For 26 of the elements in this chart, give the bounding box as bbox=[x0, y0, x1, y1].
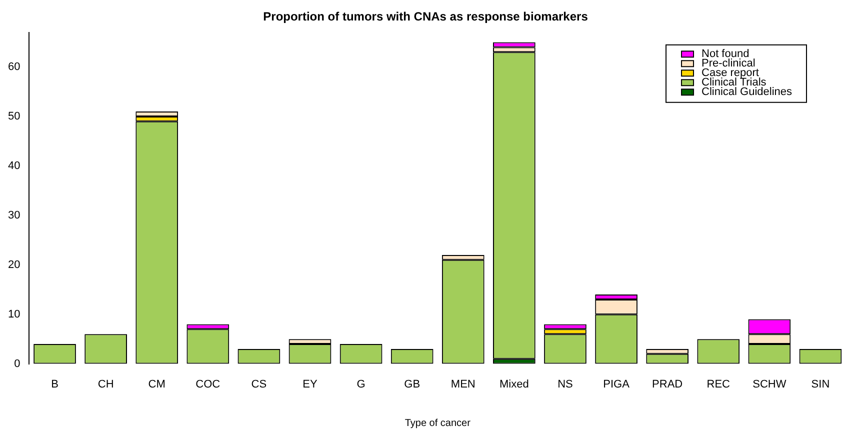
y-tick-label: 0 bbox=[14, 358, 20, 370]
y-tick-label: 60 bbox=[8, 61, 20, 74]
x-tick-label: MEN bbox=[450, 378, 476, 390]
y-tick-label: 30 bbox=[8, 209, 20, 222]
y-tick-label: 20 bbox=[8, 258, 20, 271]
x-tick-label: Mixed bbox=[500, 378, 529, 390]
x-tick-label: G bbox=[356, 378, 366, 390]
x-tick-label: SIN bbox=[811, 378, 830, 390]
legend-label: Clinical Guidelines bbox=[702, 86, 792, 98]
x-tick-label: GB bbox=[404, 378, 420, 390]
x-tick-label: PIGA bbox=[603, 378, 630, 390]
x-tick-label: CS bbox=[251, 378, 267, 390]
x-tick-label: REC bbox=[706, 378, 730, 390]
x-tick-label: NS bbox=[558, 378, 573, 390]
y-tick-label: 10 bbox=[8, 308, 20, 320]
x-axis-title: Type of cancer bbox=[404, 418, 472, 429]
x-tick-label: CM bbox=[148, 378, 166, 390]
x-tick-label: B bbox=[51, 378, 58, 390]
x-tick-label: PRAD bbox=[652, 378, 683, 390]
x-tick-label: COC bbox=[196, 378, 220, 390]
x-tick-label: EY bbox=[302, 378, 318, 390]
x-tick-label: CH bbox=[98, 378, 114, 390]
x-tick-label: SCHW bbox=[752, 378, 787, 390]
y-tick-label: 50 bbox=[8, 110, 20, 123]
chart-title: Proportion of tumors with CNAs as response biomarkers bbox=[263, 10, 588, 24]
y-tick-label: 40 bbox=[8, 160, 20, 172]
